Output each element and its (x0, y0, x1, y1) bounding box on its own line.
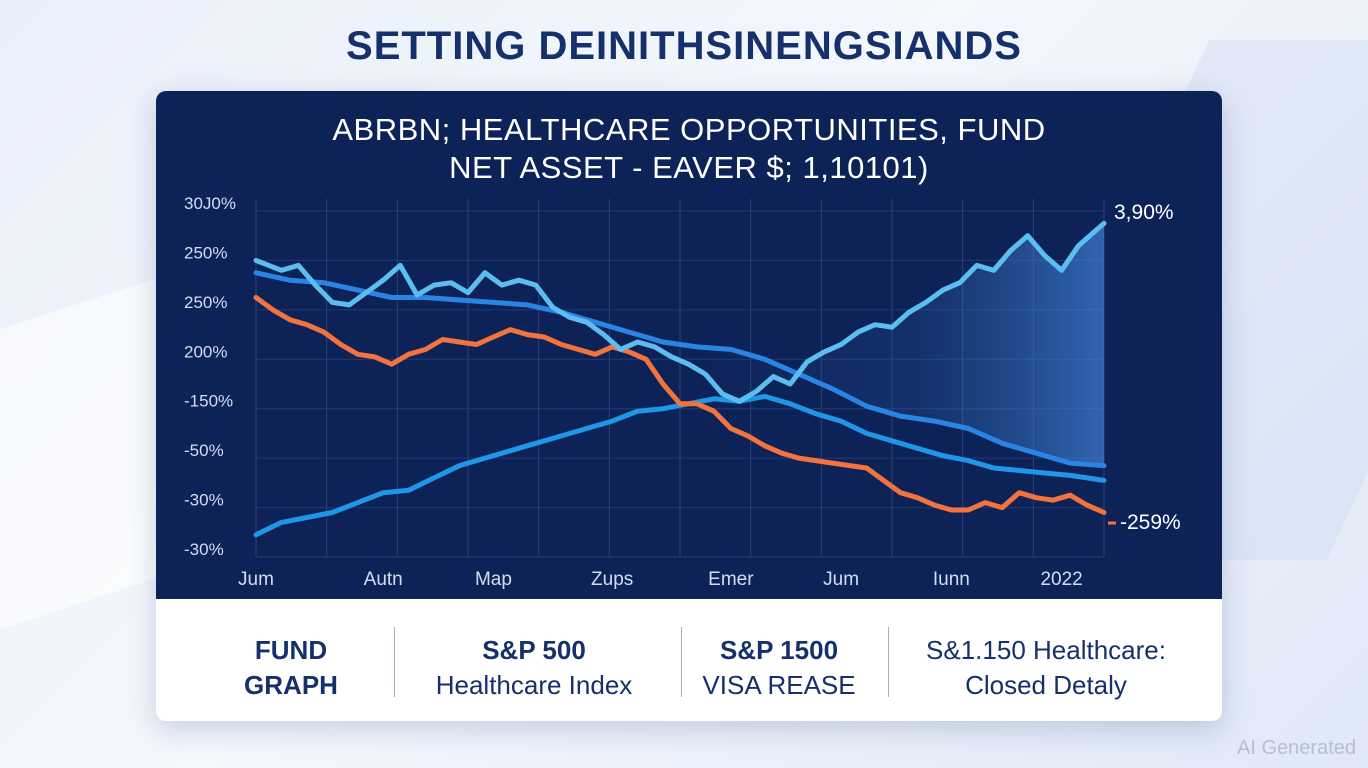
legend-label-line1: FUND (254, 635, 328, 665)
legend-label-line1: S&1.150 Healthcare: (926, 635, 1166, 665)
page-title: SETTING DEINITHSINENGSIANDS (346, 24, 1022, 68)
watermark: AI Generated (1237, 737, 1356, 759)
x-tick-label: Jum (238, 569, 274, 590)
y-tick-label: -150% (184, 392, 233, 411)
legend-label-line1: S&P 500 (482, 635, 586, 665)
x-tick-label: Jum (823, 569, 859, 590)
y-tick-label: 30J0% (184, 194, 236, 213)
legend-label-line1: S&P 1500 (719, 635, 839, 665)
x-tick-label: Emer (708, 569, 754, 590)
series-line-sp1500-visa (253, 393, 1107, 538)
legend-label-line2: Healthcare Index (435, 670, 633, 700)
chart-title: ABRBN; HEALTHCARE OPPORTUNITIES, FUND NE… (156, 111, 1222, 187)
y-tick-label: -50% (184, 441, 224, 460)
series-line-sp1150-healthcare (253, 220, 1107, 404)
end-label-top: 3,90% (1114, 201, 1174, 224)
series-line-sp500-healthcare (253, 270, 1107, 469)
end-label-bottom: -259% (1120, 511, 1181, 534)
chart-card: ABRBN; HEALTHCARE OPPORTUNITIES, FUND NE… (156, 91, 1222, 721)
area-fill-healthcare (697, 223, 1104, 466)
chart-title-line2: NET ASSET - EAVER $; 1,10101) (449, 150, 929, 185)
y-tick-label: 250% (184, 293, 227, 312)
y-tick-label: -30% (184, 540, 224, 559)
legend-divider (394, 627, 395, 697)
legend-divider (888, 627, 889, 697)
chart-panel: ABRBN; HEALTHCARE OPPORTUNITIES, FUND NE… (156, 91, 1222, 599)
x-tick-label: Autn (364, 569, 403, 590)
series-line-fund-graph (253, 295, 1107, 515)
legend-label-line2: GRAPH (244, 670, 338, 700)
x-tick-label: Iunn (933, 569, 970, 590)
legend-divider (681, 627, 682, 697)
chart-title-line1: ABRBN; HEALTHCARE OPPORTUNITIES, FUND (332, 112, 1046, 147)
y-tick-label: 200% (184, 342, 227, 361)
legend: FUND GRAPH S&P 500 Healthcare Index S&P … (156, 599, 1222, 721)
x-tick-label: 2022 (1040, 569, 1082, 590)
x-tick-label: Zups (591, 569, 633, 590)
y-tick-label: -30% (184, 491, 224, 510)
legend-item-sp500-healthcare: S&P 500 Healthcare Index (404, 633, 664, 703)
legend-item-sp1150-healthcare: S&1.150 Healthcare: Closed Detaly (896, 633, 1196, 703)
y-tick-label: 250% (184, 243, 227, 262)
legend-item-sp1500-visa: S&P 1500 VISA REASE (684, 633, 874, 703)
legend-label-line2: Closed Detaly (965, 670, 1127, 700)
legend-item-fund-graph: FUND GRAPH (196, 633, 386, 703)
legend-label-line2: VISA REASE (702, 670, 856, 700)
x-tick-label: Map (475, 569, 512, 590)
line-chart: 30J0% 250% 250% 200% -150% -50% -30% -30% Jum Aut… (184, 194, 1181, 590)
